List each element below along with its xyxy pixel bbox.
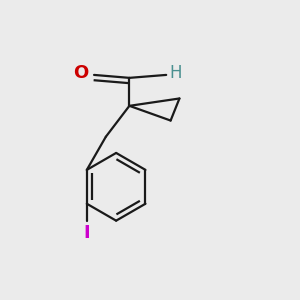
Text: I: I xyxy=(83,224,90,242)
Text: H: H xyxy=(169,64,182,82)
Text: O: O xyxy=(73,64,88,82)
